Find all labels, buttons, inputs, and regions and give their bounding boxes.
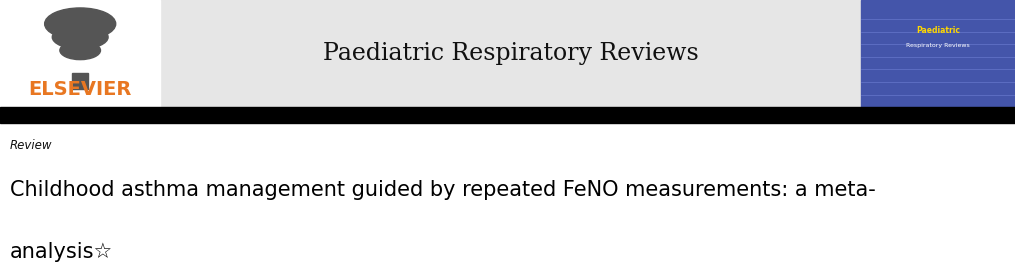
Ellipse shape (60, 41, 100, 60)
Ellipse shape (53, 25, 108, 49)
Text: ELSEVIER: ELSEVIER (28, 80, 132, 99)
Bar (0, 0, 160, 107)
Text: Childhood asthma management guided by repeated FeNO measurements: a meta-: Childhood asthma management guided by re… (10, 180, 876, 200)
Text: Respiratory Reviews: Respiratory Reviews (906, 43, 969, 48)
Ellipse shape (45, 8, 116, 40)
Bar (72, 73, 88, 89)
Text: Paediatric Respiratory Reviews: Paediatric Respiratory Reviews (323, 42, 698, 65)
Text: Review: Review (10, 139, 53, 152)
Text: analysis☆: analysis☆ (10, 242, 114, 262)
Bar (861, 0, 1015, 107)
Bar (160, 0, 1015, 107)
Bar (0, 107, 1015, 123)
Text: Paediatric: Paediatric (916, 25, 960, 34)
